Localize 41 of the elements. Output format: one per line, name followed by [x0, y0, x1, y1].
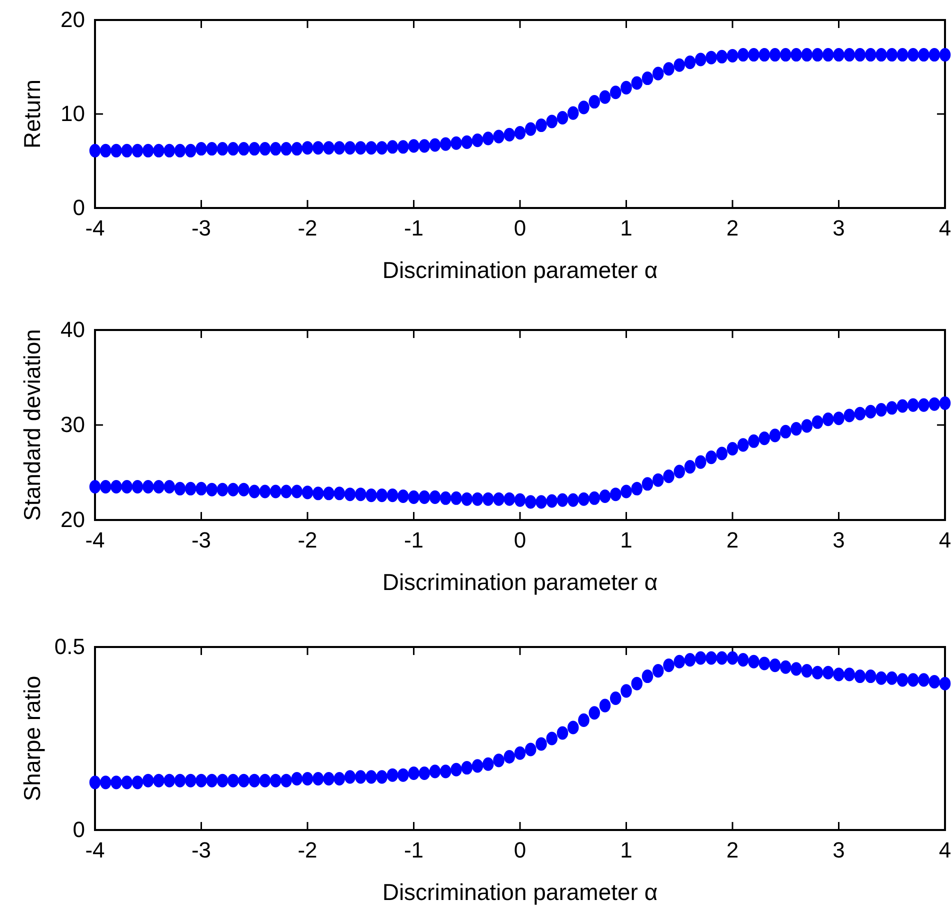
- x-tick-label: 2: [726, 528, 739, 553]
- x-tick-label: 0: [514, 216, 526, 241]
- y-tick-label: 20: [60, 507, 85, 532]
- x-tick-label: -2: [298, 216, 318, 241]
- y-tick-label: 40: [60, 317, 85, 342]
- x-tick-label: -4: [85, 838, 105, 863]
- y-tick-label: 30: [60, 412, 85, 438]
- x-tick-label: 0: [514, 528, 526, 553]
- x-tick-label: -4: [85, 216, 105, 241]
- x-tick-label: 3: [832, 528, 845, 553]
- y-axis-title: Standard deviation: [19, 329, 45, 521]
- y-tick-label: 0: [72, 195, 85, 220]
- x-tick-label: -1: [404, 838, 424, 863]
- x-tick-label: 1: [620, 838, 632, 863]
- x-tick-label: 0: [514, 838, 526, 863]
- y-axis-title: Sharpe ratio: [19, 676, 45, 802]
- x-tick-label: 4: [938, 528, 952, 553]
- y-axis-title: Return: [19, 79, 45, 149]
- x-tick-label: 4: [938, 838, 952, 863]
- y-tick-label: 20: [60, 7, 85, 32]
- x-tick-label: 3: [832, 216, 845, 241]
- x-tick-label: 4: [938, 216, 952, 241]
- x-tick-label: -2: [298, 528, 318, 553]
- x-axis-title: Discrimination parameter α: [382, 257, 658, 283]
- x-axis-title: Discrimination parameter α: [382, 569, 658, 595]
- x-tick-label: 2: [726, 216, 739, 241]
- x-tick-label: -2: [298, 838, 318, 863]
- x-tick-label: -3: [191, 528, 212, 553]
- x-tick-label: 2: [726, 838, 739, 863]
- x-axis-title: Discrimination parameter α: [382, 879, 658, 905]
- x-tick-label: -3: [191, 216, 212, 241]
- x-tick-label: 1: [620, 216, 632, 241]
- y-tick-label: 10: [60, 101, 85, 126]
- y-tick-label: 0: [72, 817, 85, 842]
- y-tick-label: 0.5: [54, 634, 85, 660]
- x-tick-label: 1: [620, 528, 632, 553]
- x-tick-label: -1: [404, 216, 424, 241]
- x-tick-label: -3: [191, 838, 212, 863]
- x-tick-label: 3: [832, 838, 845, 863]
- x-tick-label: -4: [85, 528, 105, 553]
- x-tick-label: -1: [404, 528, 424, 553]
